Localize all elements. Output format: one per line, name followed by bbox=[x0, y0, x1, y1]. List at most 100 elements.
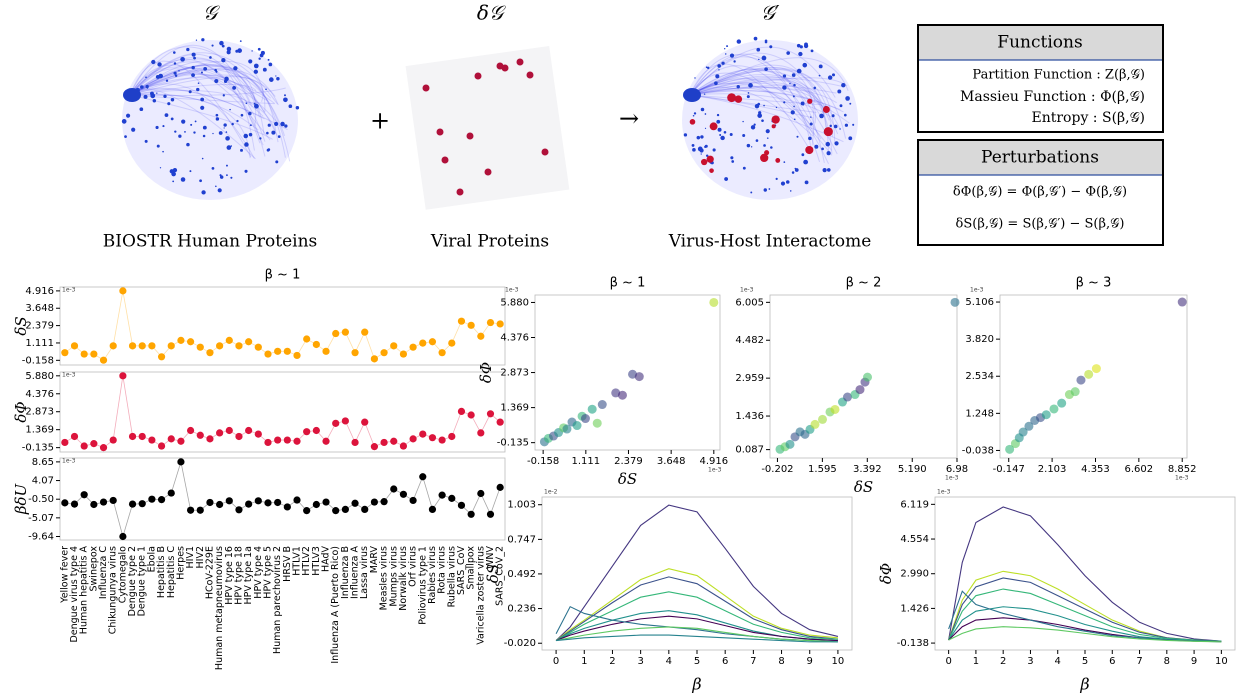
viral-node bbox=[822, 106, 830, 113]
network-node bbox=[705, 66, 708, 69]
x-tick-label: 7 bbox=[1136, 656, 1142, 667]
data-point bbox=[467, 411, 475, 419]
series-line bbox=[555, 568, 838, 641]
network-edge bbox=[129, 60, 257, 109]
x-tick-label: 6.98 bbox=[946, 464, 968, 475]
x-tick-label: Dengue type 1 bbox=[137, 546, 148, 616]
data-point bbox=[409, 496, 417, 505]
network-edge bbox=[129, 52, 278, 105]
data-point bbox=[351, 499, 359, 507]
network-node bbox=[731, 160, 735, 163]
y-tick-label: 4.376 bbox=[25, 389, 54, 400]
y-tick-label: 2.990 bbox=[900, 569, 929, 580]
network-node bbox=[284, 124, 288, 128]
data-point bbox=[863, 372, 872, 382]
data-point bbox=[90, 440, 98, 448]
viral-node bbox=[706, 155, 714, 163]
network-node bbox=[780, 181, 786, 186]
viral-node bbox=[501, 64, 509, 72]
x-tick-label: 8 bbox=[1164, 656, 1170, 667]
data-point bbox=[148, 342, 156, 350]
y-tick-label: 4.554 bbox=[900, 534, 929, 545]
x-tick-label: Dengue virus type 4 bbox=[69, 546, 80, 643]
network-node bbox=[724, 48, 726, 50]
x-tick-label: HRSV B bbox=[282, 546, 293, 582]
network-node bbox=[259, 53, 264, 58]
network-node bbox=[742, 134, 746, 138]
y-tick-label: 2.873 bbox=[25, 407, 54, 418]
network-node bbox=[725, 53, 727, 55]
data-point bbox=[580, 414, 590, 424]
network-node bbox=[716, 113, 720, 117]
x-tick-label: HCoV-229E bbox=[204, 546, 215, 599]
viral-node bbox=[709, 168, 714, 173]
y-tick-label: 3.820 bbox=[965, 334, 994, 345]
network-node bbox=[171, 171, 176, 177]
series-line bbox=[948, 626, 1222, 643]
network-node bbox=[804, 160, 808, 164]
series-line bbox=[64, 290, 501, 361]
network-node bbox=[764, 67, 768, 71]
x-tick-label: Chikungunya virus bbox=[108, 546, 119, 634]
network-node bbox=[719, 134, 722, 136]
network-node bbox=[253, 69, 259, 74]
series-line bbox=[948, 506, 1222, 642]
x-tick-label: Mumps virus bbox=[388, 546, 399, 607]
network-node bbox=[217, 188, 222, 193]
network-node bbox=[131, 127, 136, 132]
data-point bbox=[419, 430, 427, 438]
data-point bbox=[332, 419, 340, 427]
data-point bbox=[293, 437, 301, 445]
x-tick-label: Orf virus bbox=[408, 546, 419, 587]
network-node bbox=[193, 56, 196, 60]
network-edge bbox=[689, 89, 841, 111]
network-edge bbox=[689, 66, 815, 146]
data-point bbox=[467, 510, 475, 518]
network-edge bbox=[689, 67, 847, 139]
network-node bbox=[239, 40, 242, 43]
data-point bbox=[235, 342, 243, 350]
network-edge bbox=[689, 54, 822, 140]
series-line bbox=[948, 617, 1222, 643]
network-node bbox=[753, 36, 758, 41]
data-point bbox=[235, 506, 243, 514]
network-edge bbox=[129, 61, 261, 144]
network-node bbox=[202, 134, 206, 138]
network-edge bbox=[129, 68, 279, 106]
network-node bbox=[742, 166, 746, 170]
data-point bbox=[486, 510, 495, 518]
perturbation-item: δS(β,𝒢) = S(β,𝒢′) − S(β,𝒢) bbox=[956, 217, 1125, 232]
network-node bbox=[165, 79, 169, 82]
axis-offset: 1e-3 bbox=[62, 372, 76, 379]
network-node bbox=[170, 97, 175, 102]
network-node bbox=[839, 104, 843, 108]
y-tick-label: 5.880 bbox=[500, 297, 529, 308]
series-line bbox=[555, 591, 838, 641]
x-tick-label: HTLV2 bbox=[301, 546, 312, 576]
data-point bbox=[448, 494, 456, 502]
network-node bbox=[219, 175, 224, 179]
data-point bbox=[216, 342, 224, 350]
network-node bbox=[144, 139, 148, 143]
network-node bbox=[244, 142, 249, 147]
network-node bbox=[253, 63, 259, 69]
series-line bbox=[556, 634, 838, 643]
network-node bbox=[834, 141, 839, 146]
data-point bbox=[1041, 410, 1051, 420]
data-point bbox=[245, 338, 253, 346]
network-node bbox=[226, 145, 232, 150]
network-node bbox=[800, 101, 805, 106]
data-point bbox=[264, 499, 272, 507]
network-node bbox=[150, 93, 156, 99]
network-node bbox=[761, 55, 767, 61]
network-node bbox=[203, 66, 208, 71]
data-point bbox=[448, 432, 456, 441]
network-node bbox=[758, 58, 760, 61]
network-edge bbox=[129, 65, 265, 135]
data-point bbox=[138, 342, 146, 350]
network-node bbox=[156, 144, 160, 148]
network-node bbox=[121, 119, 127, 124]
network-edge bbox=[129, 60, 252, 158]
x-tick-label: 3.392 bbox=[853, 464, 882, 475]
network-node bbox=[769, 45, 773, 49]
